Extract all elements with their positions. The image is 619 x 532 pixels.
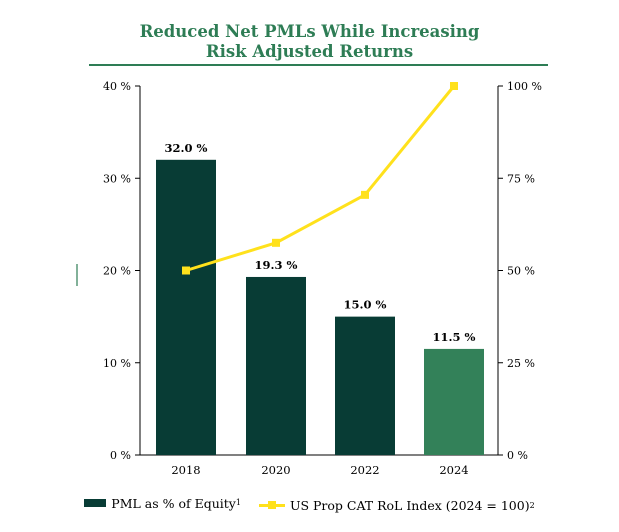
y-left-tick-label: 0 % (110, 449, 131, 462)
bar-2024 (424, 348, 484, 455)
title-underline (89, 64, 548, 66)
rol-index-marker-2024 (450, 82, 458, 90)
x-tick-label: 2018 (171, 463, 200, 477)
bar-data-label: 32.0 % (165, 141, 208, 155)
y-right-tick-label: 25 % (507, 357, 535, 370)
y-left-tick-label: 30 % (103, 172, 131, 185)
rol-index-marker-2020 (272, 238, 280, 247)
y-left-tick-label: 20 % (103, 265, 131, 278)
chart-title: Reduced Net PMLs While Increasing Risk A… (0, 22, 619, 62)
y-left-tick-label: 10 % (103, 357, 131, 370)
chart-title-line-2: Risk Adjusted Returns (205, 42, 414, 61)
bar-data-label: 19.3 % (255, 258, 298, 272)
x-tick-label: 2024 (439, 463, 468, 477)
y-right-tick-label: 100 % (507, 80, 542, 93)
y-right-tick-label: 0 % (507, 449, 528, 462)
y-right-tick-label: 50 % (507, 265, 535, 278)
rol-index-marker-2018 (182, 266, 190, 275)
rol-index-marker-2022 (361, 190, 369, 199)
y-left-tick-label: 40 % (103, 80, 131, 93)
y-right-tick-label: 75 % (507, 172, 535, 185)
bar-2020 (246, 276, 306, 455)
legend: PML as % of Equity 1 US Prop CAT RoL Inde… (0, 495, 619, 513)
x-tick-label: 2020 (261, 463, 290, 477)
legend-item-pml: PML as % of Equity 1 (84, 496, 241, 511)
legend-label-rol-index: US Prop CAT RoL Index (2024 = 100) (289, 498, 530, 513)
rol-index-line (185, 85, 456, 272)
bar-data-label: 11.5 % (433, 330, 476, 344)
x-tick-label: 2022 (350, 463, 379, 477)
legend-label-pml: PML as % of Equity (111, 495, 236, 511)
legend-swatch-bar (84, 499, 107, 507)
legend-swatch-line (258, 501, 285, 509)
legend-item-rol-index: US Prop CAT RoL Index (2024 = 100) 2 (258, 498, 535, 513)
decorative-edge-mark (76, 264, 78, 286)
bar-data-label: 15.0 % (344, 298, 387, 312)
bar-2022 (335, 316, 395, 455)
chart-title-line-1: Reduced Net PMLs While Increasing (139, 22, 480, 41)
bar-2018 (156, 159, 216, 456)
